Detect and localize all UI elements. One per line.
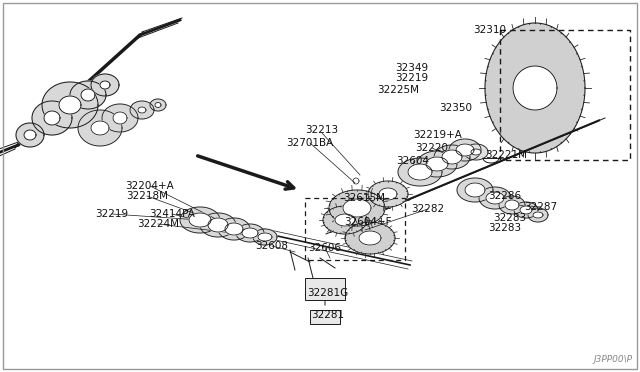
Polygon shape (533, 212, 543, 218)
Polygon shape (379, 188, 397, 200)
Text: 32283: 32283 (493, 213, 527, 223)
Polygon shape (329, 190, 385, 226)
Polygon shape (24, 130, 36, 140)
Polygon shape (180, 207, 220, 233)
Text: 32220: 32220 (415, 143, 449, 153)
Polygon shape (464, 144, 488, 160)
Text: 32615M: 32615M (343, 193, 385, 203)
Text: 32224M: 32224M (137, 219, 179, 229)
Polygon shape (479, 187, 511, 209)
Text: 32606: 32606 (308, 243, 342, 253)
Text: 32219: 32219 (95, 209, 129, 219)
Polygon shape (200, 213, 236, 237)
Polygon shape (345, 222, 395, 254)
Polygon shape (449, 139, 481, 161)
Polygon shape (16, 123, 44, 147)
Polygon shape (323, 206, 367, 234)
Polygon shape (150, 99, 166, 111)
Polygon shape (426, 157, 448, 171)
Polygon shape (505, 200, 519, 210)
Polygon shape (32, 101, 72, 135)
Text: 32608: 32608 (255, 241, 289, 251)
Polygon shape (499, 196, 525, 214)
Text: 32414PA: 32414PA (149, 209, 195, 219)
Text: 32286: 32286 (488, 191, 522, 201)
Text: 32604+F: 32604+F (344, 217, 392, 227)
Polygon shape (138, 107, 146, 113)
Text: 32349: 32349 (396, 63, 429, 73)
Polygon shape (442, 150, 462, 164)
Polygon shape (434, 145, 470, 169)
Text: 32282: 32282 (412, 204, 445, 214)
Polygon shape (242, 228, 258, 238)
Text: 32701BA: 32701BA (286, 138, 333, 148)
Polygon shape (102, 104, 138, 132)
Polygon shape (78, 110, 122, 146)
Text: 32281G: 32281G (307, 288, 349, 298)
Polygon shape (189, 213, 211, 227)
Polygon shape (91, 121, 109, 135)
Text: 32219: 32219 (396, 73, 429, 83)
Text: 32219+A: 32219+A (413, 130, 463, 140)
Polygon shape (236, 224, 264, 242)
Polygon shape (81, 89, 95, 101)
Polygon shape (343, 199, 371, 217)
Text: 32350: 32350 (440, 103, 472, 113)
Polygon shape (130, 101, 154, 119)
Text: 32287: 32287 (524, 202, 557, 212)
Polygon shape (528, 208, 548, 222)
Polygon shape (44, 111, 60, 125)
Polygon shape (486, 192, 504, 204)
Polygon shape (42, 82, 98, 128)
Text: 32310: 32310 (474, 25, 506, 35)
Polygon shape (485, 23, 585, 153)
Polygon shape (91, 74, 119, 96)
Polygon shape (225, 223, 243, 235)
Text: 32218M: 32218M (126, 191, 168, 201)
Text: 32221M: 32221M (485, 150, 527, 160)
FancyBboxPatch shape (310, 310, 340, 324)
Polygon shape (368, 181, 408, 207)
Text: J3PP00\P: J3PP00\P (593, 355, 632, 364)
Polygon shape (208, 218, 228, 232)
FancyBboxPatch shape (305, 278, 345, 300)
Polygon shape (514, 202, 538, 218)
Text: 32283: 32283 (488, 223, 522, 233)
Polygon shape (520, 206, 532, 214)
Polygon shape (218, 218, 250, 240)
Text: 32225M: 32225M (377, 85, 419, 95)
Polygon shape (100, 81, 110, 89)
Polygon shape (258, 233, 272, 241)
Polygon shape (335, 214, 355, 226)
Polygon shape (398, 158, 442, 186)
Polygon shape (465, 183, 485, 197)
Polygon shape (408, 164, 432, 180)
Polygon shape (471, 149, 481, 155)
Text: 32204+A: 32204+A (125, 181, 174, 191)
Polygon shape (59, 96, 81, 114)
Polygon shape (70, 81, 106, 109)
Text: 32604: 32604 (397, 156, 429, 166)
Text: 32213: 32213 (305, 125, 339, 135)
Polygon shape (253, 229, 277, 245)
Polygon shape (457, 178, 493, 202)
Polygon shape (113, 112, 127, 124)
Text: 32281: 32281 (312, 310, 344, 320)
Polygon shape (513, 66, 557, 110)
Polygon shape (417, 151, 457, 177)
Polygon shape (456, 144, 474, 156)
Polygon shape (359, 231, 381, 245)
Polygon shape (155, 103, 161, 108)
